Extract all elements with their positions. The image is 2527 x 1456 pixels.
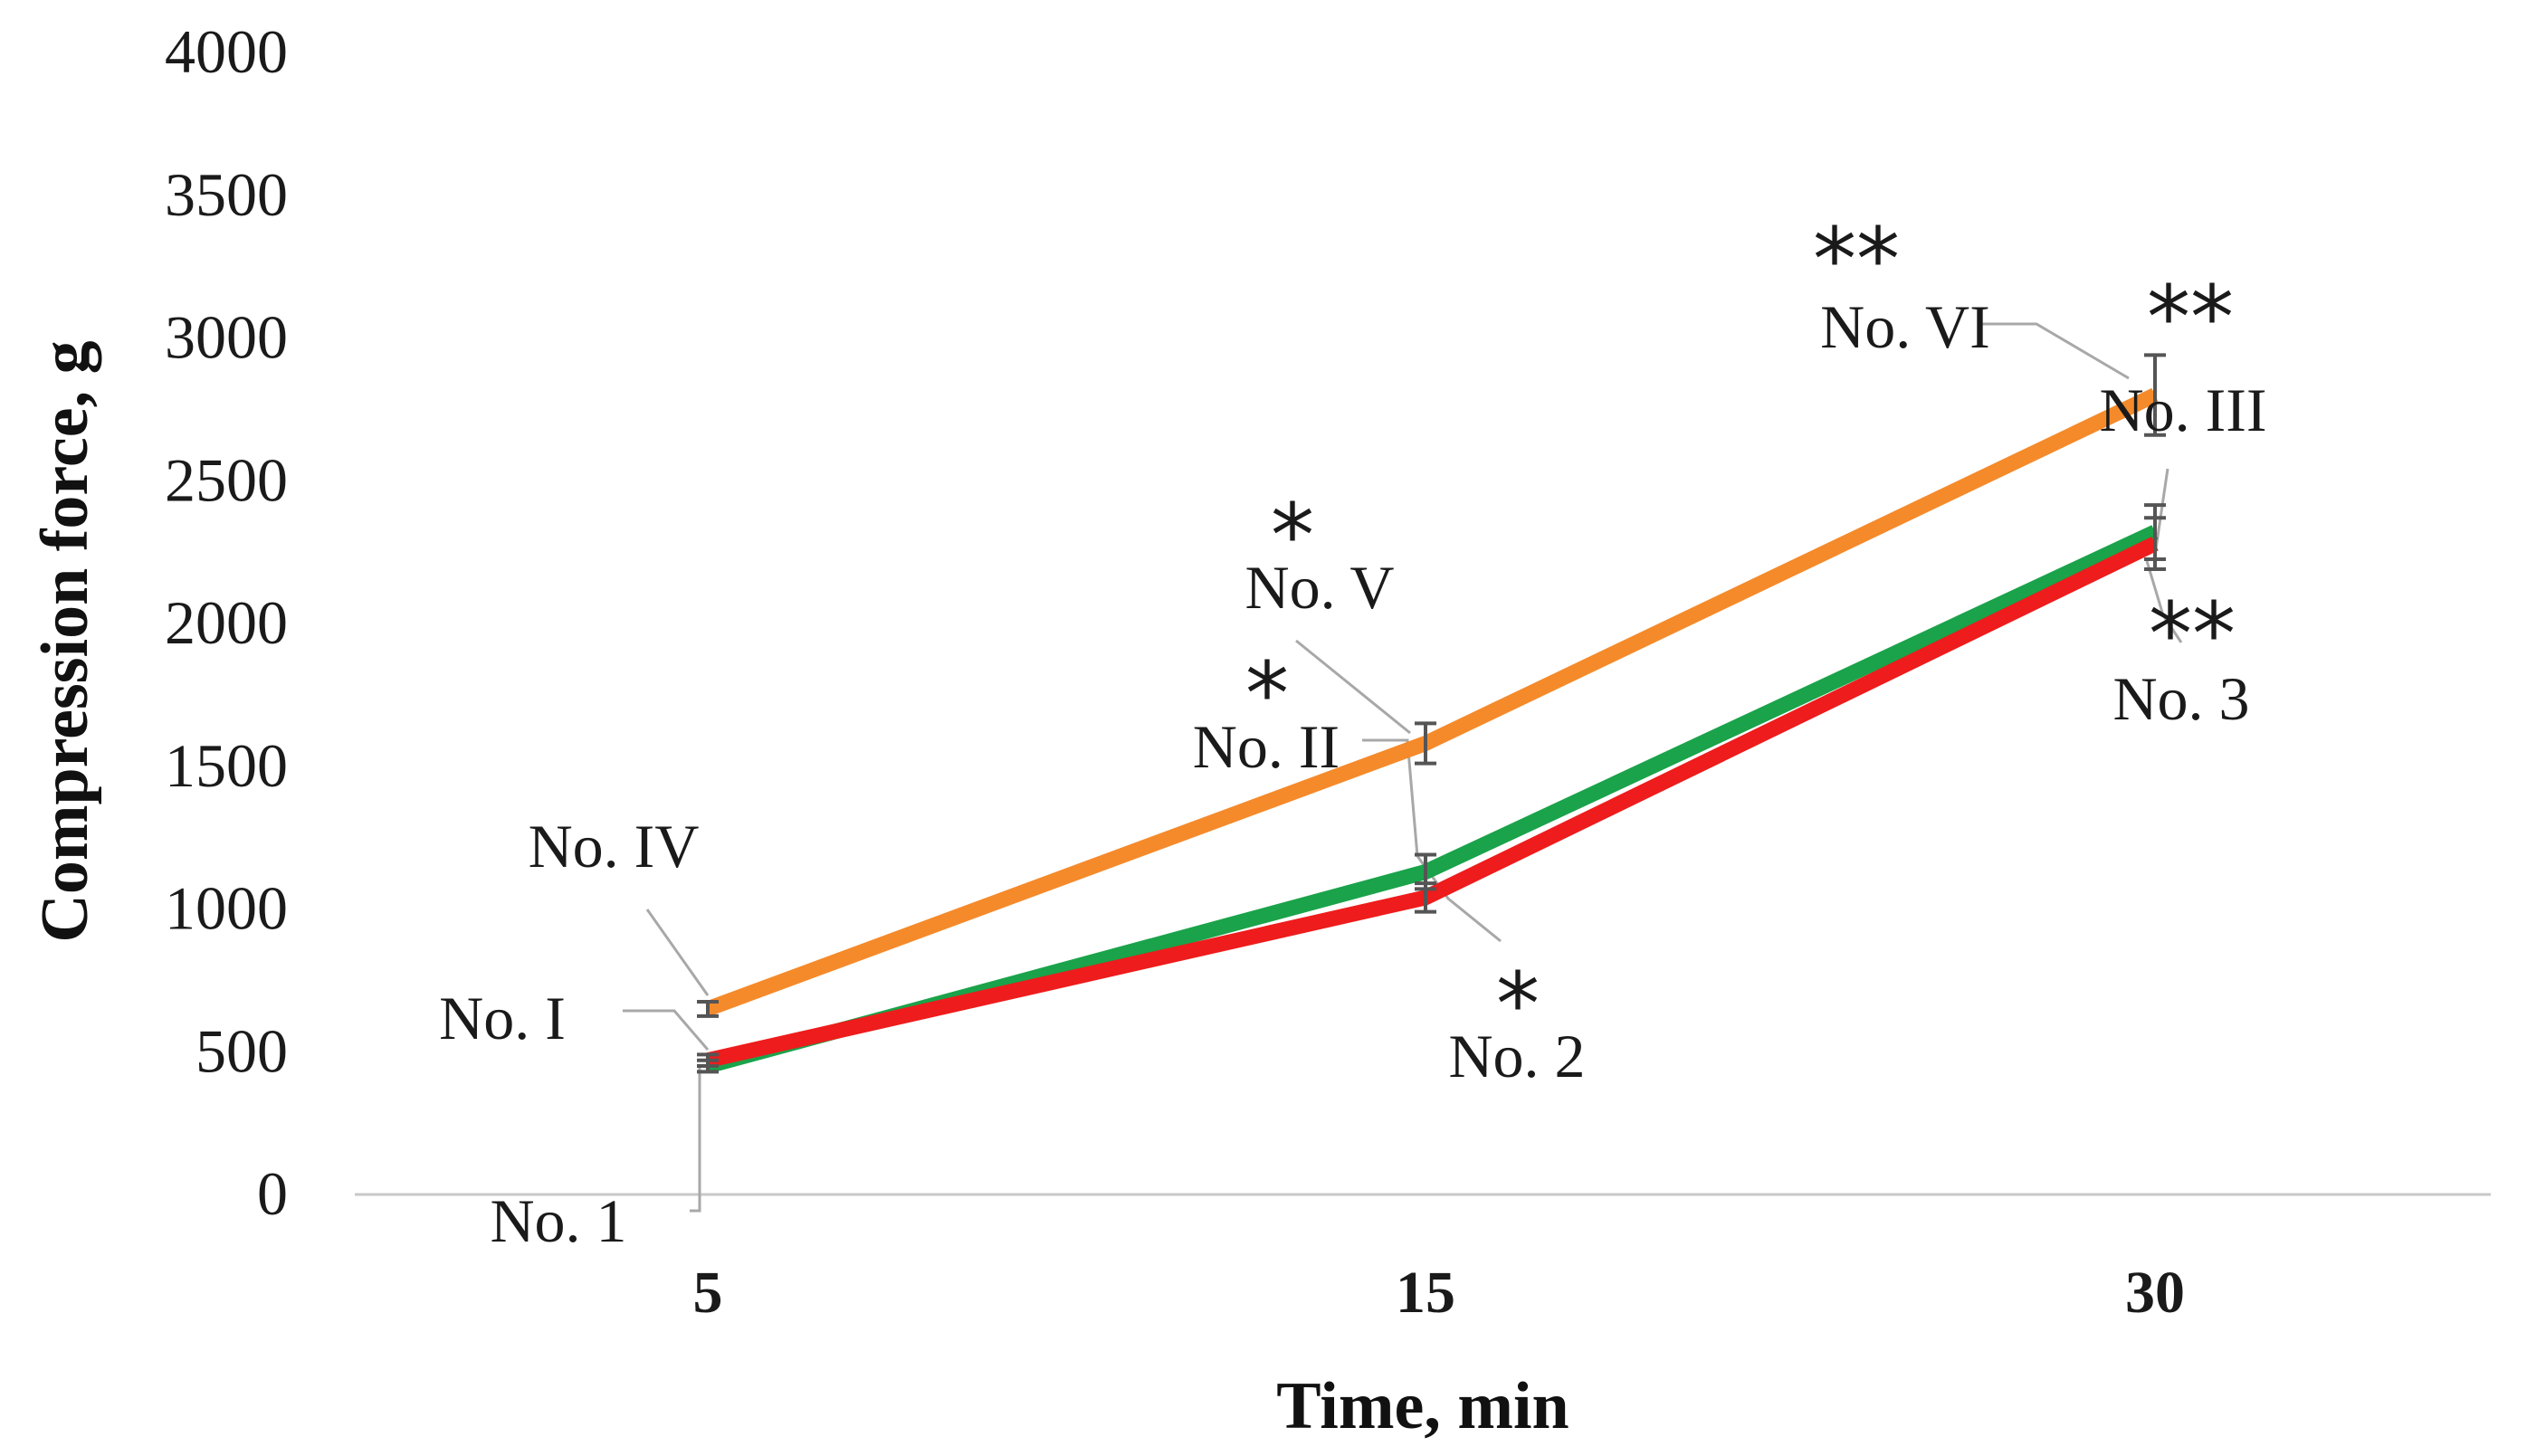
annotation-no-v: No. V xyxy=(1245,553,1395,622)
leader-line xyxy=(645,909,710,996)
y-tick-label: 1500 xyxy=(165,731,288,800)
annotation-no-iii: No. III xyxy=(2099,376,2266,444)
annotation-no-1: No. 1 xyxy=(490,1186,626,1255)
annotation-leader-lines xyxy=(623,322,2183,1213)
y-tick-label: 1000 xyxy=(165,874,288,943)
x-axis-title: Time, min xyxy=(1276,1369,1569,1443)
annotation-no-iv: No. IV xyxy=(529,812,700,880)
leader-line xyxy=(1980,322,2130,380)
leader-line xyxy=(2145,560,2183,643)
y-axis-title: Compression force, g xyxy=(28,340,102,942)
significance-star-no-3: ** xyxy=(2149,584,2236,685)
y-tick-label: 500 xyxy=(195,1016,288,1085)
series-orange-line xyxy=(705,387,2159,1016)
y-tick-label: 0 xyxy=(257,1159,288,1228)
significance-star-no-vi: ** xyxy=(1813,209,1900,310)
y-axis-ticks: 0 500 1000 1500 2000 2500 3000 3500 4000 xyxy=(165,17,288,1228)
series-green-line xyxy=(705,525,2159,1074)
x-tick-label: 30 xyxy=(2125,1260,2185,1326)
annotation-no-vi: No. VI xyxy=(1820,292,1990,361)
annotation-no-2: No. 2 xyxy=(1448,1022,1585,1090)
series-lines xyxy=(705,387,2159,1074)
annotation-no-ii: No. II xyxy=(1193,712,1340,781)
significance-star-no-v: * xyxy=(1271,485,1314,586)
significance-star-no-ii: * xyxy=(1245,643,1289,745)
leader-line xyxy=(623,1009,710,1051)
annotation-no-i: No. I xyxy=(439,984,566,1052)
error-bars xyxy=(697,353,2166,1074)
y-tick-label: 3000 xyxy=(165,303,288,372)
leader-line xyxy=(1295,639,1411,735)
leader-line xyxy=(690,1068,701,1213)
x-tick-label: 15 xyxy=(1396,1260,1455,1326)
x-axis-ticks: 5 15 30 xyxy=(693,1260,2186,1326)
y-tick-label: 2500 xyxy=(165,445,288,514)
x-tick-label: 5 xyxy=(693,1260,723,1326)
y-tick-label: 3500 xyxy=(165,160,288,229)
y-tick-label: 2000 xyxy=(165,588,288,657)
series-red-line xyxy=(706,537,2159,1068)
annotation-no-3: No. 3 xyxy=(2112,664,2249,733)
significance-star-no-2: * xyxy=(1496,954,1540,1055)
y-tick-label: 4000 xyxy=(165,17,288,86)
significance-star-no-iii: ** xyxy=(2147,267,2234,368)
